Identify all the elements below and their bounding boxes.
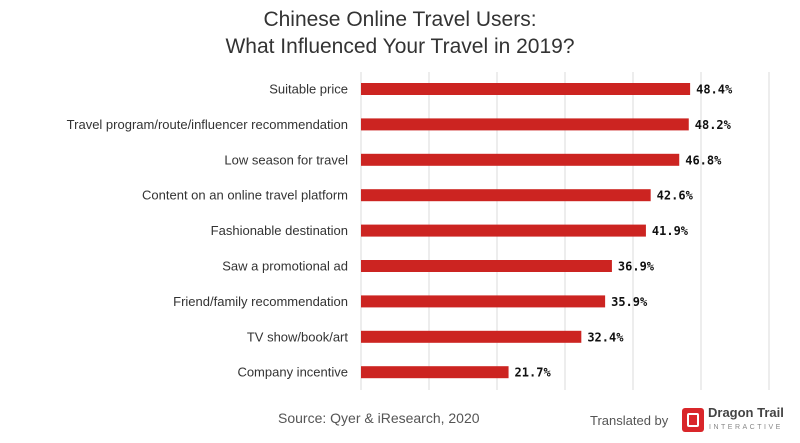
title-line-2: What Influenced Your Travel in 2019? [225,35,575,58]
title-line-1: Chinese Online Travel Users: [263,8,537,31]
data-label: 46.8% [685,153,722,167]
source-note: Source: Qyer & iResearch, 2020 [278,410,480,426]
bar [361,118,689,131]
brand-name: Dragon Trail [708,405,784,420]
chart-title: Chinese Online Travel Users: What Influe… [0,6,800,60]
bar [361,153,680,166]
bar [361,83,691,95]
data-label: 32.4% [587,330,624,344]
category-label: Saw a promotional ad [222,259,348,274]
category-label: Suitable price [269,82,348,97]
bar [361,330,582,343]
data-label: 35.9% [611,295,648,309]
category-label: Company incentive [237,365,348,380]
category-label: Fashionable destination [211,223,348,238]
data-label: 42.6% [657,189,694,203]
category-label: Content on an online travel platform [142,188,348,203]
bar [361,366,509,379]
bar [361,224,646,237]
dragon-trail-logo [682,408,704,432]
data-label: 21.7% [515,366,552,380]
brand-sub: INTERACTIVE [709,424,783,431]
bar [361,260,612,272]
category-label: Low season for travel [224,152,348,167]
data-label: 48.4% [696,83,733,97]
data-label: 48.2% [695,118,732,132]
category-label: Friend/family recommendation [173,294,348,309]
category-label: TV show/book/art [247,329,349,344]
bar [361,189,651,202]
translated-by: Translated by [590,413,669,428]
data-label: 36.9% [618,260,655,274]
data-label: 41.9% [652,224,689,238]
bar [361,295,606,308]
category-label: Travel program/route/influencer recommen… [67,117,348,132]
